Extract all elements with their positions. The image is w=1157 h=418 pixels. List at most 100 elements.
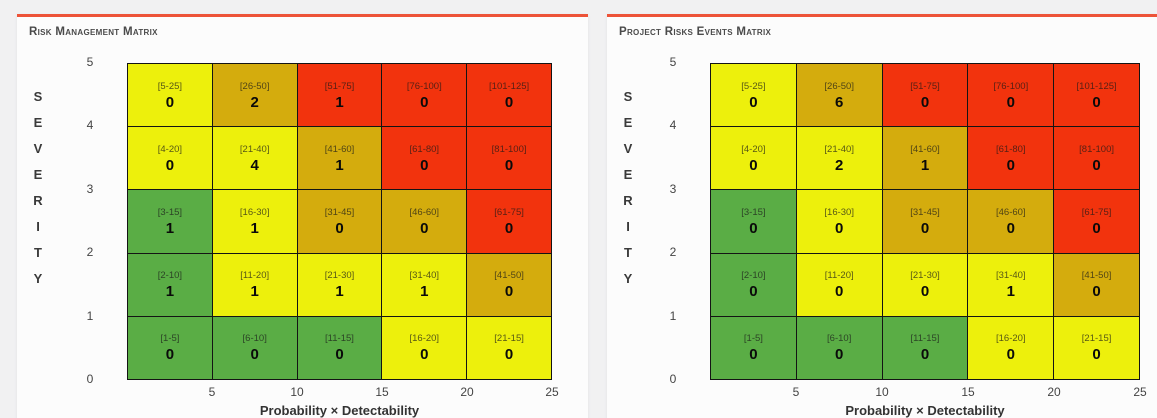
matrix-cell[interactable]: [76-100] 0 [382, 64, 468, 128]
cell-count: 0 [504, 219, 514, 237]
matrix-cell[interactable]: [31-40] 1 [382, 253, 468, 317]
matrix-cell[interactable]: [46-60] 0 [382, 190, 468, 254]
matrix-cell[interactable]: [2-10] 1 [128, 253, 213, 317]
matrix-cell[interactable]: [81-100] 0 [1054, 127, 1140, 191]
matrix-cell[interactable]: [6-10] 0 [212, 316, 298, 380]
matrix-cell[interactable]: [21-15] 0 [1054, 316, 1140, 380]
matrix-cells: [5-25] 0 [26-50] 6 [51-75] 0 [76-100] 0 [101-125… [710, 63, 1140, 380]
cell-count: 0 [504, 346, 514, 364]
matrix-cell[interactable]: [16-30] 1 [212, 190, 298, 254]
cell-range-label: [61-80] [409, 143, 440, 155]
y-axis-tick: 5 [86, 55, 94, 69]
y-axis-tick: 4 [86, 118, 94, 133]
cell-range-label: [51-75] [324, 80, 355, 92]
matrix-cells: [5-25] 0 [26-50] 2 [51-75] 1 [76-100] 0 [101-125… [127, 63, 552, 380]
cell-count: 1 [335, 283, 344, 301]
matrix-cell[interactable]: [2-10] 0 [711, 253, 797, 317]
cell-count: 0 [835, 346, 844, 364]
matrix-cell[interactable]: [81-100] 0 [467, 127, 552, 191]
cell-range-label: [51-75] [910, 80, 940, 92]
matrix-cell[interactable]: [11-20] 0 [796, 253, 883, 317]
cell-count: 0 [1092, 219, 1101, 237]
cell-count: 0 [165, 93, 175, 111]
matrix-cell[interactable]: [31-45] 0 [882, 190, 969, 254]
x-axis-tick: 10 [290, 385, 304, 399]
matrix-cell[interactable]: [101-125] 0 [467, 64, 552, 128]
x-axis-tick: 25 [545, 385, 559, 399]
cell-range-label: [46-60] [996, 206, 1026, 218]
cell-count: 0 [1006, 346, 1015, 364]
cell-count: 0 [749, 346, 758, 364]
cell-count: 0 [335, 346, 344, 364]
matrix-cell[interactable]: [31-40] 1 [968, 253, 1055, 317]
matrix-cell[interactable]: [61-75] 0 [467, 190, 552, 254]
matrix-cell[interactable]: [4-20] 0 [711, 127, 797, 191]
cell-count: 0 [835, 283, 844, 301]
cell-range-label: [6-10] [827, 333, 852, 345]
cell-range-label: [101-125] [489, 80, 530, 92]
cell-count: 0 [835, 219, 844, 237]
matrix-cell[interactable]: [1-5] 0 [128, 316, 213, 380]
matrix-cell[interactable]: [51-75] 1 [297, 64, 383, 128]
severity-letter: I [36, 219, 40, 234]
matrix-cell[interactable]: [41-60] 1 [882, 127, 969, 191]
matrix-cell[interactable]: [61-80] 0 [382, 127, 468, 191]
matrix-cell[interactable]: [16-20] 0 [968, 316, 1055, 380]
matrix-cell[interactable]: [5-25] 0 [128, 64, 213, 128]
matrix-cell[interactable]: [3-15] 1 [128, 190, 213, 254]
cell-count: 0 [420, 156, 429, 174]
matrix-cell[interactable]: [5-25] 0 [711, 64, 797, 128]
cell-count: 1 [420, 283, 429, 301]
cell-range-label: [3-15] [741, 206, 766, 218]
cell-range-label: [31-40] [409, 270, 440, 282]
matrix-cell[interactable]: [21-40] 4 [212, 127, 298, 191]
matrix-cell[interactable]: [11-15] 0 [297, 316, 383, 380]
matrix-cell[interactable]: [76-100] 0 [968, 64, 1055, 128]
risk-grid: [5-25] 0 [26-50] 6 [51-75] 0 [76-100] 0 [101-125… [670, 55, 1147, 418]
cell-range-label: [46-60] [409, 206, 440, 218]
matrix-cell[interactable]: [41-60] 1 [297, 127, 383, 191]
matrix-cell[interactable]: [61-80] 0 [968, 127, 1055, 191]
severity-letter: Y [33, 271, 43, 286]
cell-range-label: [61-75] [494, 206, 524, 218]
matrix-cell[interactable]: [101-125] 0 [1054, 64, 1140, 128]
matrix-cell[interactable]: [11-20] 1 [212, 253, 298, 317]
matrix-cell[interactable]: [21-40] 2 [796, 127, 883, 191]
severity-letter: T [624, 245, 632, 260]
matrix-cell[interactable]: [16-30] 0 [796, 190, 883, 254]
cell-range-label: [21-15] [494, 333, 524, 345]
cell-count: 0 [920, 283, 930, 301]
cell-count: 1 [335, 156, 344, 174]
severity-letter: E [623, 115, 633, 130]
matrix-cell[interactable]: [21-30] 1 [297, 253, 383, 317]
matrix-cell[interactable]: [61-75] 0 [1054, 190, 1140, 254]
x-axis-tick: 10 [875, 385, 889, 399]
matrix-cell[interactable]: [31-45] 0 [297, 190, 383, 254]
cell-count: 0 [1092, 283, 1101, 301]
matrix-cell[interactable]: [41-50] 0 [467, 253, 552, 317]
matrix-cell[interactable]: [11-15] 0 [882, 316, 969, 380]
severity-letter: E [623, 167, 633, 182]
cell-range-label: [41-50] [1081, 270, 1112, 282]
matrix-cell[interactable]: [41-50] 0 [1054, 253, 1140, 317]
matrix-cell[interactable]: [26-50] 2 [212, 64, 298, 128]
matrix-cell[interactable]: [1-5] 0 [711, 316, 797, 380]
x-axis-tick: 5 [792, 385, 800, 399]
cell-range-label: [31-40] [996, 270, 1026, 282]
cell-range-label: [21-40] [824, 143, 854, 155]
matrix-cell[interactable]: [26-50] 6 [796, 64, 883, 128]
matrix-cell[interactable]: [51-75] 0 [882, 64, 969, 128]
matrix-cell[interactable]: [46-60] 0 [968, 190, 1055, 254]
cell-range-label: [61-75] [1081, 206, 1112, 218]
matrix-cell[interactable]: [16-20] 0 [382, 316, 468, 380]
matrix-cell[interactable]: [21-30] 0 [882, 253, 969, 317]
matrix-cell[interactable]: [4-20] 0 [128, 127, 213, 191]
cell-count: 0 [165, 156, 175, 174]
matrix-cell[interactable]: [3-15] 0 [711, 190, 797, 254]
matrix-cell[interactable]: [21-15] 0 [467, 316, 552, 380]
matrix-cell[interactable]: [6-10] 0 [796, 316, 883, 380]
y-axis-tick: 1 [669, 308, 677, 323]
cell-range-label: [81-100] [491, 143, 527, 155]
cell-range-label: [21-15] [1081, 333, 1112, 345]
